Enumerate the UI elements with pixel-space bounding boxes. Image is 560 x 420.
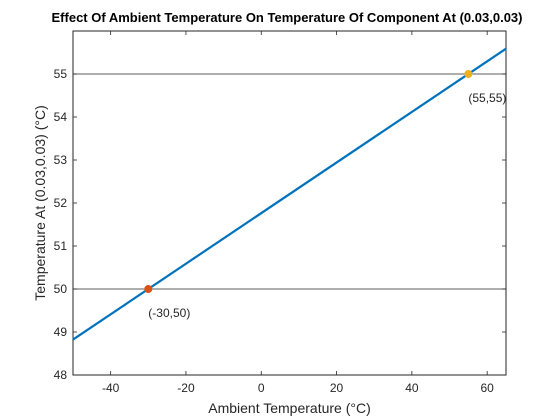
y-tick-label-0: 48 [54, 368, 68, 382]
y-tick-label-2: 50 [54, 282, 68, 296]
data-point-label-0: (55,55) [468, 91, 506, 105]
x-tick-label-4: 40 [405, 381, 419, 395]
chart-title: Effect Of Ambient Temperature On Tempera… [52, 10, 523, 25]
x-tick-label-3: 20 [330, 381, 344, 395]
data-point-1 [144, 285, 153, 293]
y-axis-ticks: 48 49 50 51 52 53 54 55 [54, 67, 506, 382]
x-tick-label-5: 60 [480, 381, 494, 395]
y-tick-label-7: 55 [54, 67, 68, 81]
y-tick-label-3: 51 [54, 239, 68, 253]
plot-area [72, 30, 507, 376]
y-tick-label-4: 52 [54, 196, 68, 210]
data-point-0 [464, 70, 473, 78]
y-axis-label: Temperature At (0.03,0.03) (°C) [32, 105, 48, 300]
x-tick-label-0: -40 [102, 381, 120, 395]
x-axis-label: Ambient Temperature (°C) [208, 400, 371, 416]
y-tick-label-1: 49 [54, 325, 68, 339]
annotation-layer: (55,55) (-30,50) [148, 91, 506, 320]
y-tick-label-5: 53 [54, 153, 68, 167]
x-axis-ticks: -40 -20 0 20 40 60 [102, 31, 494, 395]
marker-layer [144, 70, 473, 293]
x-tick-label-1: -20 [177, 381, 195, 395]
x-tick-label-2: 0 [258, 381, 265, 395]
data-point-label-1: (-30,50) [148, 306, 190, 320]
y-tick-label-6: 54 [54, 110, 68, 124]
